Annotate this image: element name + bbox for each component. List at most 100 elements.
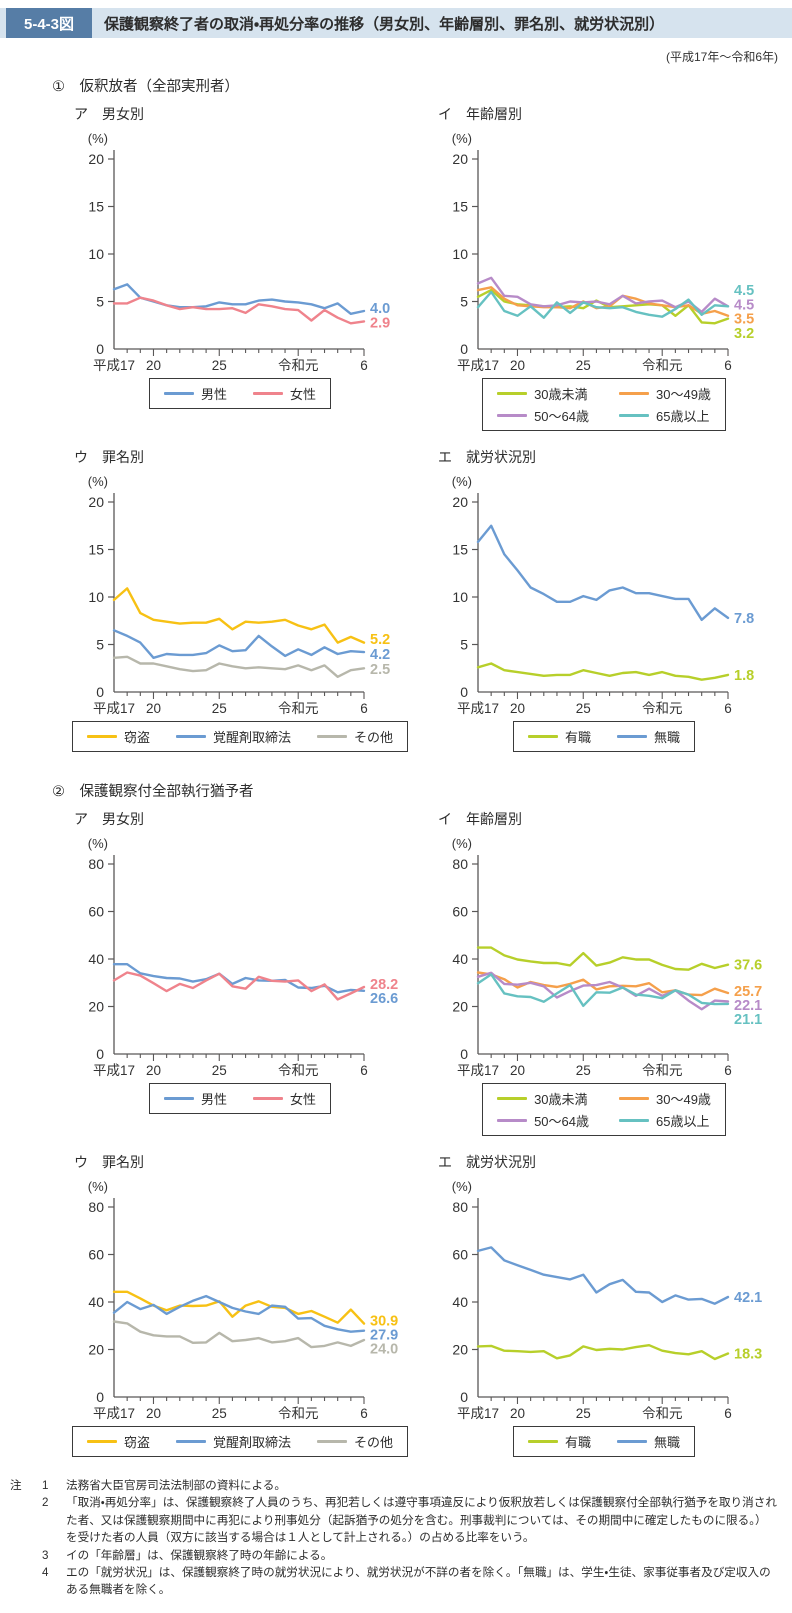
svg-text:(%): (%) — [88, 131, 108, 146]
svg-text:40: 40 — [88, 951, 104, 967]
note-text: イの「年齢層」は、保護観察終了時の年齢による。 — [66, 1548, 333, 1562]
legend-label: 女性 — [290, 1092, 317, 1107]
legend-line-swatch-icon — [497, 1097, 528, 1100]
legend-label: 30～49歳 — [656, 1092, 711, 1107]
svg-text:20: 20 — [88, 1342, 104, 1358]
legend-line-swatch-icon — [253, 1097, 283, 1100]
note-text: 法務省大臣官房司法法制部の資料による。 — [66, 1479, 286, 1492]
svg-text:令和元: 令和元 — [642, 1406, 683, 1421]
legend-box: 有職 無職 — [512, 721, 696, 752]
svg-text:25: 25 — [212, 1063, 227, 1078]
legend-label: 30歳未満 — [534, 1092, 588, 1107]
chart-subtitle: ア 男女別 — [74, 106, 144, 122]
chart-block-probation-gender: ア 男女別 0 20 40 60 80 平成17 20 25 令和元 6 (%) 26.6 28.2 男… — [52, 803, 416, 1142]
svg-text:(%): (%) — [452, 836, 472, 851]
legend-label: その他 — [354, 1435, 394, 1450]
chart-subtitle: ア 男女別 — [74, 811, 144, 827]
svg-text:20: 20 — [146, 358, 161, 373]
svg-text:42.1: 42.1 — [734, 1290, 762, 1306]
legend-item: 覚醒剤取締法 — [176, 1432, 291, 1451]
chart-block-parolee-age: イ 年齢層別 0 5 10 15 20 平成17 20 25 令和元 6 (%) 3.2 3.5 4.5 4… — [416, 98, 780, 437]
note-label: 注 — [10, 1479, 22, 1492]
legend-label: 30～49歳 — [656, 387, 711, 402]
line-chart-parolee-employment: 0 5 10 15 20 平成17 20 25 令和元 6 (%) 1.8 7.8 — [452, 474, 754, 716]
svg-text:6: 6 — [724, 1406, 732, 1421]
footnote-item: 3 イの「年齢層」は、保護観察終了時の年齢による。 — [10, 1547, 792, 1564]
chart-legend: 男性 女性 — [108, 1083, 372, 1114]
svg-text:平成17: 平成17 — [93, 358, 135, 373]
svg-text:0: 0 — [460, 1389, 468, 1405]
svg-text:25.7: 25.7 — [734, 984, 762, 1000]
svg-text:20: 20 — [88, 999, 104, 1015]
legend-box: 有職 無職 — [512, 1426, 696, 1457]
chart-block-probation-age: イ 年齢層別 0 20 40 60 80 平成17 20 25 令和元 6 (%) 37.6 25.7 2… — [416, 803, 780, 1142]
svg-text:40: 40 — [452, 951, 468, 967]
svg-text:(%): (%) — [88, 836, 108, 851]
legend-label: 無職 — [654, 730, 681, 745]
svg-text:24.0: 24.0 — [370, 1341, 398, 1357]
legend-label: 窃盗 — [123, 730, 150, 745]
legend-label: 有職 — [564, 730, 591, 745]
svg-text:3.2: 3.2 — [734, 326, 754, 342]
svg-text:6: 6 — [360, 1406, 368, 1421]
svg-text:20: 20 — [510, 1063, 525, 1078]
legend-line-swatch-icon — [86, 735, 117, 738]
svg-text:26.6: 26.6 — [370, 991, 398, 1007]
legend-line-swatch-icon — [619, 1119, 649, 1122]
svg-text:3.5: 3.5 — [734, 312, 754, 328]
svg-text:4.0: 4.0 — [370, 301, 390, 317]
svg-text:20: 20 — [452, 999, 468, 1015]
legend-label: 覚醒剤取締法 — [213, 1435, 292, 1450]
legend-item: 覚醒剤取締法 — [176, 727, 291, 746]
legend-line-swatch-icon — [497, 1119, 528, 1122]
legend-item: その他 — [317, 727, 393, 746]
legend-line-swatch-icon — [176, 1440, 206, 1443]
legend-box: 窃盗 覚醒剤取締法 その他 — [71, 721, 409, 752]
note-text: 「取消・再処分率」は、保護観察終了人員のうち、再犯若しくは遵守事項違反により仮釈… — [66, 1496, 777, 1545]
chart-legend: 男性 女性 — [108, 378, 372, 409]
svg-text:(%): (%) — [452, 131, 472, 146]
svg-text:5: 5 — [460, 294, 468, 310]
section-2-charts: ア 男女別 0 20 40 60 80 平成17 20 25 令和元 6 (%) 26.6 28.2 男… — [52, 803, 780, 1463]
svg-text:4.5: 4.5 — [734, 297, 754, 313]
note-number: 3 — [42, 1548, 49, 1562]
legend-line-swatch-icon — [617, 1440, 647, 1443]
svg-text:(%): (%) — [88, 1179, 108, 1194]
svg-text:令和元: 令和元 — [278, 1406, 319, 1421]
svg-text:25: 25 — [576, 1406, 591, 1421]
svg-text:20: 20 — [88, 151, 104, 167]
legend-line-swatch-icon — [163, 392, 194, 395]
section-2-title: ② 保護観察付全部執行猶予者 — [52, 784, 254, 800]
chart-subtitle: エ 就労状況別 — [438, 449, 536, 465]
legend-line-swatch-icon — [617, 735, 647, 738]
svg-text:5.2: 5.2 — [370, 632, 390, 648]
svg-text:20: 20 — [510, 1406, 525, 1421]
svg-text:5: 5 — [460, 637, 468, 653]
legend-item: 50～64歳 — [497, 406, 589, 425]
legend-item: 窃盗 — [86, 1432, 150, 1451]
chart-block-parolee-gender: ア 男女別 0 5 10 15 20 平成17 20 25 令和元 6 (%) 4.0 2.9 男性 女性 — [52, 98, 416, 437]
legend-label: 女性 — [290, 387, 317, 402]
svg-text:10: 10 — [452, 246, 468, 262]
legend-item: 男性 — [163, 384, 227, 403]
note-number: 2 — [42, 1496, 49, 1510]
svg-text:2.5: 2.5 — [370, 662, 390, 678]
chart-subtitle: ウ 罪名別 — [74, 449, 144, 465]
chart-legend: 有職 無職 — [472, 1426, 736, 1457]
figure-number-badge: 5-4-3図 — [6, 8, 92, 38]
chart-legend: 窃盗 覚醒剤取締法 その他 — [71, 721, 409, 752]
svg-text:40: 40 — [452, 1294, 468, 1310]
svg-text:15: 15 — [452, 199, 468, 215]
legend-line-swatch-icon — [253, 392, 283, 395]
svg-text:20: 20 — [146, 701, 161, 716]
svg-text:令和元: 令和元 — [278, 358, 319, 373]
svg-text:令和元: 令和元 — [642, 1063, 683, 1078]
svg-text:0: 0 — [460, 1046, 468, 1062]
chart-block-probation-employment: エ 就労状況別 0 20 40 60 80 平成17 20 25 令和元 6 (%) 18.3 42.1… — [416, 1146, 780, 1463]
svg-text:15: 15 — [88, 542, 104, 558]
svg-text:平成17: 平成17 — [457, 1406, 499, 1421]
svg-text:令和元: 令和元 — [278, 701, 319, 716]
legend-label: 65歳以上 — [656, 409, 710, 424]
legend-line-swatch-icon — [163, 1097, 194, 1100]
legend-box: 窃盗 覚醒剤取締法 その他 — [71, 1426, 409, 1457]
